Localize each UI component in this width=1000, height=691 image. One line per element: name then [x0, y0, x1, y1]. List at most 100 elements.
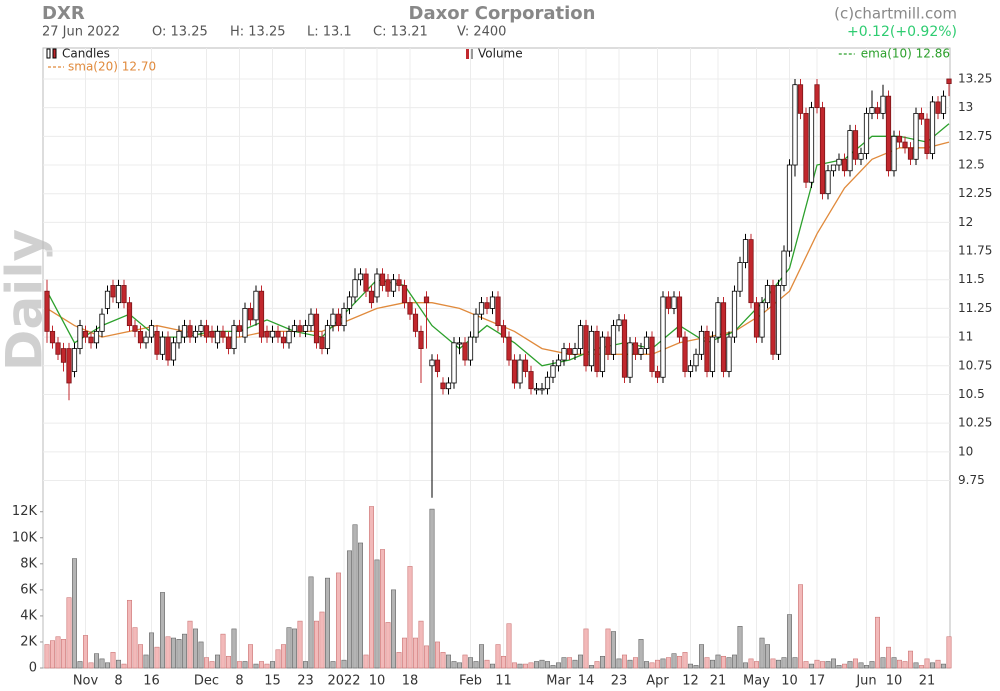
candle-body [132, 325, 138, 332]
candle-body [286, 330, 292, 344]
volume-bar [924, 658, 930, 669]
volume-bar [638, 639, 644, 669]
quote-high: H: 13.25 [230, 25, 286, 40]
volume-bar [55, 636, 61, 669]
volume-bar [489, 663, 495, 669]
volume-bar [940, 663, 946, 669]
candle-body [44, 290, 50, 332]
volume-bar [764, 644, 770, 669]
volume-bar [60, 639, 66, 669]
candle-body [489, 296, 496, 309]
candle-body [49, 330, 56, 344]
volume-bar [154, 646, 160, 669]
candle-body [170, 342, 177, 361]
candle-body [209, 330, 215, 338]
candle-body [632, 342, 639, 355]
volume-bar [44, 644, 50, 669]
volume-bar [880, 657, 886, 669]
candle-body [297, 325, 303, 332]
candle-body [913, 112, 919, 160]
volume-bar [654, 659, 660, 669]
candle-body [77, 325, 83, 349]
volume-bar [149, 632, 155, 669]
volume-bar [99, 658, 105, 669]
volume-bar [357, 542, 363, 669]
volume-bar [385, 622, 391, 669]
candle-body [836, 158, 842, 166]
candle-body [682, 336, 688, 372]
candle-body [671, 296, 677, 309]
volume-bar [396, 652, 402, 669]
volume-bar [517, 663, 523, 669]
candle-body [588, 330, 595, 367]
volume-bar [302, 661, 308, 669]
candle-body [654, 371, 661, 378]
volume-bar [830, 658, 836, 669]
candle-body [891, 135, 897, 172]
x-tick-label: Mar [546, 674, 571, 689]
candle-body [269, 330, 276, 338]
candle-body [434, 359, 441, 372]
x-tick-label: 12 [682, 674, 699, 689]
volume-bar [808, 663, 814, 669]
candle-body [946, 78, 952, 84]
candle-body [291, 325, 298, 332]
candle-body [236, 325, 243, 332]
y-tick-label: 12 [958, 215, 973, 229]
source: (c)chartmill.com [834, 5, 957, 23]
candle-body [528, 371, 534, 390]
y-tick-label: 12.75 [958, 129, 992, 143]
x-tick-label: 14 [578, 674, 595, 689]
candle-body [902, 141, 908, 149]
volume-bar [412, 637, 418, 669]
volume-bar [896, 659, 902, 669]
quote-volume: V: 2400 [457, 25, 506, 40]
volume-bar [704, 657, 710, 669]
volume-bar [319, 611, 325, 669]
volume-bars [44, 506, 952, 669]
candle-body [258, 290, 265, 338]
volume-bar [275, 649, 281, 669]
candle-body [797, 84, 804, 114]
volume-bar [825, 661, 831, 669]
legend-label: Volume [478, 47, 523, 61]
date: 27 Jun 2022 [42, 25, 120, 40]
x-tick-label: 17 [809, 674, 826, 689]
y2-tick-label: 10K [12, 530, 38, 545]
volume-bar [814, 659, 820, 669]
x-tick-label: 21 [710, 674, 727, 689]
candle-body [819, 107, 826, 195]
candle-body [308, 313, 314, 327]
volume-bar [561, 657, 567, 669]
volume-bar [379, 549, 385, 669]
candle-body [709, 336, 716, 372]
candle-body [60, 348, 67, 363]
volume-bar [946, 636, 952, 669]
volume-bar [215, 654, 221, 669]
volume-bar [605, 628, 611, 669]
volume-bar [341, 659, 347, 669]
volume-bar [566, 657, 572, 669]
x-tick-label: 10 [369, 674, 386, 689]
volume-bar [643, 661, 649, 669]
candle-body [121, 285, 127, 304]
candle-body [929, 101, 936, 154]
volume-bar [748, 658, 754, 669]
volume-bar [49, 640, 55, 669]
candle-body [935, 101, 941, 114]
volume-bar [726, 657, 732, 669]
volume-bar [335, 572, 341, 669]
volume-bar [588, 665, 594, 669]
x-tick-label: 2022 [327, 674, 360, 689]
volume-bar [792, 657, 798, 669]
volume-bar [770, 658, 776, 669]
candle-body [390, 279, 397, 292]
volume-bar [66, 597, 72, 669]
volume-bar [269, 661, 275, 669]
candle-body [456, 342, 463, 345]
volume-bar [484, 659, 490, 669]
candle-body [110, 285, 116, 298]
candle-body [764, 285, 771, 304]
volume-bar [143, 654, 149, 669]
